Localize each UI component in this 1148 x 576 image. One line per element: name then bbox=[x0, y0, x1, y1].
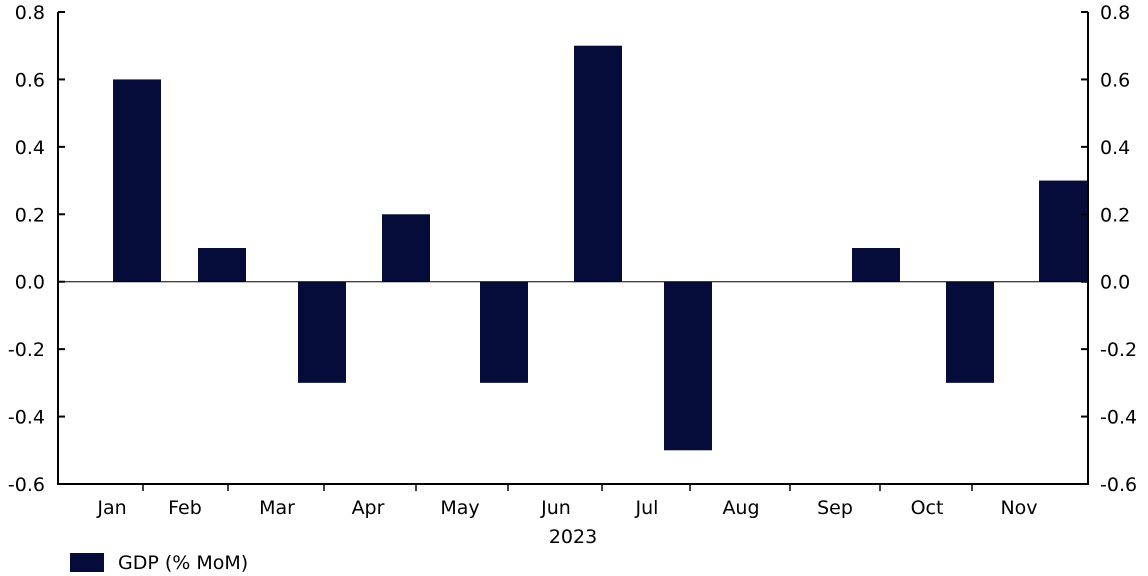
left-y-tick-label: -0.6 bbox=[8, 474, 45, 496]
left-y-tick-label: -0.4 bbox=[8, 407, 45, 429]
x-tick-labels: Jan Feb Mar Apr May Jun Jul Aug Sep Oct Nov bbox=[96, 497, 1037, 519]
right-y-ticks: 0.8 0.6 0.4 0.2 0.0 -0.2 -0.4 -0.6 bbox=[1081, 2, 1137, 496]
bar-feb bbox=[198, 248, 246, 282]
right-y-tick-label: -0.4 bbox=[1100, 407, 1137, 429]
legend-label: GDP (% MoM) bbox=[118, 552, 248, 574]
bar-nov bbox=[1039, 180, 1087, 282]
bar-apr bbox=[382, 214, 430, 282]
right-y-tick-label: 0.2 bbox=[1100, 204, 1130, 226]
bar-oct bbox=[946, 281, 994, 383]
right-y-tick-label: 0.8 bbox=[1100, 2, 1130, 24]
bars-layer bbox=[113, 45, 1087, 451]
bar-jul bbox=[664, 281, 712, 451]
bar-sep bbox=[852, 248, 900, 282]
x-axis-label: 2023 bbox=[549, 526, 597, 548]
left-y-tick-label: 0.2 bbox=[15, 204, 45, 226]
x-tick-label: May bbox=[440, 497, 479, 519]
x-tick-label: Sep bbox=[817, 497, 853, 519]
x-tick-label: Aug bbox=[722, 497, 759, 519]
left-y-tick-label: 0.6 bbox=[15, 69, 45, 91]
legend-swatch bbox=[70, 553, 104, 572]
left-y-tick-label: 0.0 bbox=[15, 272, 45, 294]
right-y-tick-label: -0.6 bbox=[1100, 474, 1137, 496]
legend: GDP (% MoM) bbox=[70, 552, 248, 574]
x-tick-label: Nov bbox=[1000, 497, 1037, 519]
right-y-tick-label: 0.6 bbox=[1100, 69, 1130, 91]
bar-jun bbox=[574, 45, 622, 282]
x-tick-label: Mar bbox=[259, 497, 295, 519]
left-y-tick-label: 0.8 bbox=[15, 2, 45, 24]
x-tick-label: Jul bbox=[635, 497, 659, 519]
bar-mar bbox=[298, 281, 346, 383]
right-y-tick-label: 0.0 bbox=[1100, 272, 1130, 294]
left-y-ticks: 0.8 0.6 0.4 0.2 0.0 -0.2 -0.4 -0.6 bbox=[8, 2, 65, 496]
x-ticks bbox=[142, 484, 973, 491]
x-tick-label: Apr bbox=[352, 497, 385, 519]
bar-may bbox=[480, 281, 528, 383]
x-tick-label: Jan bbox=[96, 497, 126, 519]
x-tick-label: Oct bbox=[911, 497, 944, 519]
right-y-tick-label: -0.2 bbox=[1100, 339, 1137, 361]
x-tick-label: Feb bbox=[168, 497, 202, 519]
right-y-tick-label: 0.4 bbox=[1100, 137, 1130, 159]
bar-jan bbox=[113, 79, 161, 282]
left-y-tick-label: 0.4 bbox=[15, 137, 45, 159]
x-tick-label: Jun bbox=[540, 497, 571, 519]
left-y-tick-label: -0.2 bbox=[8, 339, 45, 361]
